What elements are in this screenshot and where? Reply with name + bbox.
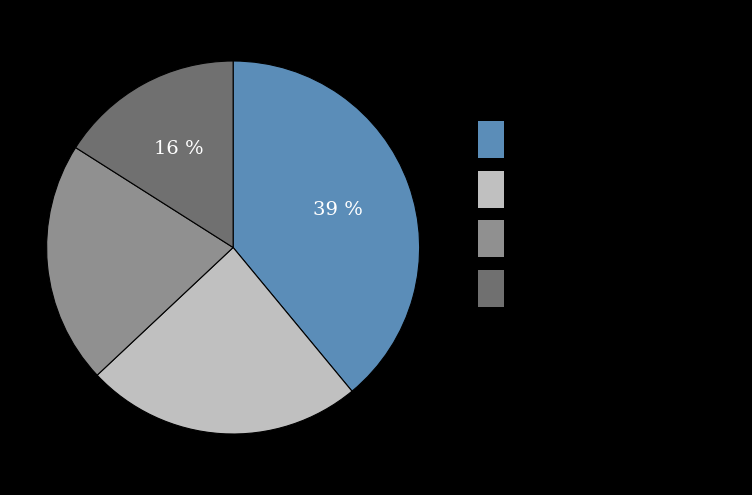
Wedge shape [233,61,420,391]
Wedge shape [97,248,352,434]
Text: 24 %: 24 % [194,462,244,480]
Text: 39 %: 39 % [314,200,363,219]
Wedge shape [47,148,233,375]
Text: 21 %: 21 % [0,259,35,278]
Wedge shape [76,61,233,248]
Text: 16 %: 16 % [154,141,204,158]
